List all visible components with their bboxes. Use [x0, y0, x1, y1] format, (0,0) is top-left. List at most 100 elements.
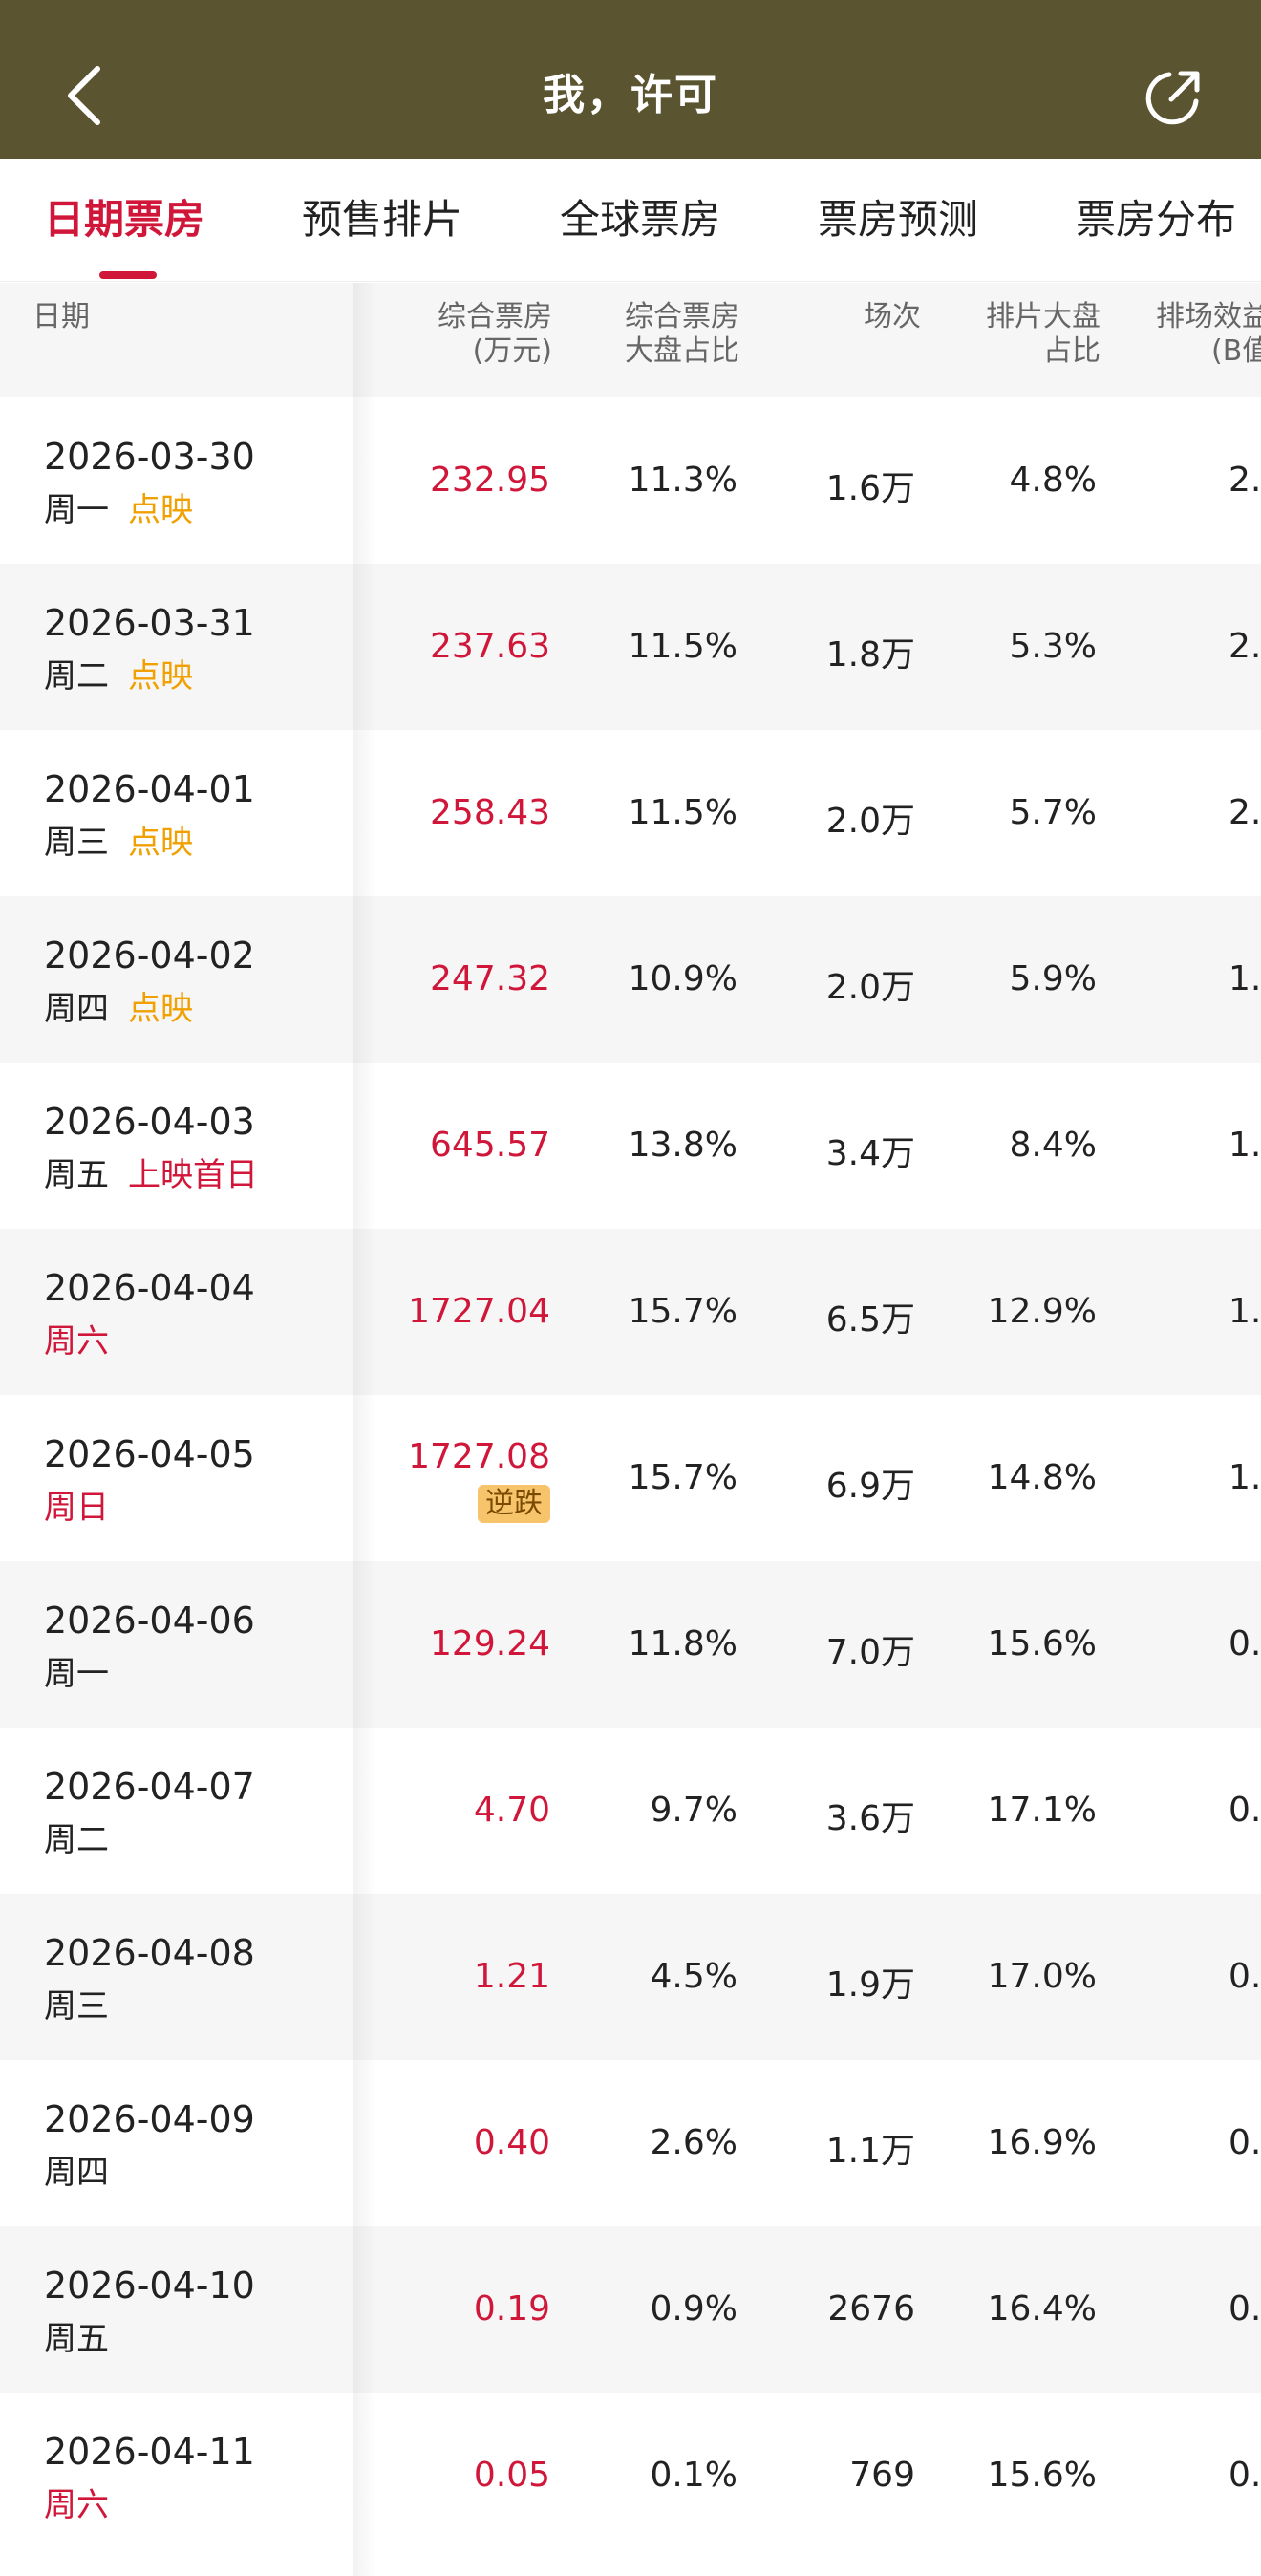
- row-sessions: 1.8万: [825, 635, 915, 675]
- header-date[interactable]: 日期: [32, 300, 90, 333]
- row-box-office: 1727.04: [408, 1292, 550, 1331]
- row-efficiency: 2.0: [1229, 793, 1261, 832]
- row-schedule-share: 5.9%: [1009, 959, 1097, 998]
- row-weekday: 周三: [44, 824, 109, 862]
- app-header: 我，许可: [0, 0, 1261, 159]
- row-efficiency: 0.0: [1229, 2456, 1261, 2495]
- row-efficiency: 2.: [1229, 461, 1261, 500]
- row-schedule-share: 15.6%: [987, 2456, 1097, 2495]
- table-row[interactable]: 2026-04-07 周二 4.70 9.7% 3.6万 17.1% 0.6: [0, 1728, 1261, 1894]
- row-release-tag: 点映: [128, 657, 193, 696]
- chevron-left-icon: [68, 66, 100, 125]
- row-market-share: 4.5%: [650, 1957, 737, 1996]
- row-weekday: 周六: [44, 2486, 109, 2524]
- row-box-office: 232.95: [430, 461, 550, 500]
- share-icon: [1145, 71, 1200, 125]
- row-sessions: 2676: [827, 2289, 915, 2329]
- tab-daily-box-office[interactable]: 日期票房: [44, 196, 205, 243]
- table-row[interactable]: 2026-04-10 周五 0.19 0.9% 2676 16.4% 0.: [0, 2226, 1261, 2393]
- row-date: 2026-04-06: [44, 1599, 255, 1642]
- table-row[interactable]: 2026-04-06 周一 129.24 11.8% 7.0万 15.6% 0.8: [0, 1561, 1261, 1728]
- row-market-share: 11.5%: [628, 627, 737, 666]
- active-tab-indicator: [99, 271, 157, 279]
- row-box-office: 0.05: [473, 2456, 550, 2495]
- row-schedule-share: 15.6%: [987, 1624, 1097, 1664]
- share-button[interactable]: [1144, 67, 1204, 126]
- row-sessions: 3.4万: [825, 1134, 915, 1173]
- tab-presale-schedule[interactable]: 预售排片: [302, 196, 463, 243]
- table-row[interactable]: 2026-04-08 周三 1.21 4.5% 1.9万 17.0% 0.: [0, 1894, 1261, 2060]
- row-efficiency: 1.: [1229, 1292, 1261, 1331]
- row-sessions: 3.6万: [825, 1799, 915, 1838]
- box-office-table[interactable]: 日期 综合票房 (万元) 综合票房 大盘占比 场次 排片大盘 占比 排场效益 (…: [0, 283, 1261, 2576]
- row-weekday: 周日: [44, 1489, 109, 1527]
- row-sessions: 6.5万: [825, 1300, 915, 1340]
- tab-global-box-office[interactable]: 全球票房: [560, 196, 721, 243]
- row-market-share: 2.6%: [650, 2123, 737, 2162]
- row-box-office: 258.43: [430, 793, 550, 832]
- row-sessions: 6.9万: [825, 1467, 915, 1506]
- header-schedule-share[interactable]: 排片大盘 占比: [986, 300, 1101, 368]
- row-schedule-share: 5.3%: [1009, 627, 1097, 666]
- table-row[interactable]: 2026-03-30 周一 点映 232.95 11.3% 1.6万 4.8% 2.: [0, 397, 1261, 564]
- table-header: 日期 综合票房 (万元) 综合票房 大盘占比 场次 排片大盘 占比 排场效益 (…: [0, 283, 1261, 397]
- header-efficiency[interactable]: 排场效益 (B值: [1156, 300, 1261, 368]
- row-date: 2026-04-03: [44, 1101, 255, 1143]
- row-market-share: 11.3%: [628, 461, 737, 500]
- row-schedule-share: 14.8%: [987, 1458, 1097, 1497]
- header-box-office[interactable]: 综合票房 (万元): [438, 300, 552, 368]
- row-sessions: 2.0万: [825, 968, 915, 1007]
- table-row[interactable]: 2026-04-11 周六 0.05 0.1% 769 15.6% 0.0: [0, 2393, 1261, 2559]
- back-button[interactable]: [55, 57, 113, 134]
- row-box-office: 247.32: [430, 959, 550, 998]
- row-date: 2026-04-09: [44, 2098, 255, 2140]
- row-box-office: 129.24: [430, 1624, 550, 1664]
- row-market-share: 0.9%: [650, 2289, 737, 2329]
- row-date: 2026-04-11: [44, 2431, 255, 2473]
- row-weekday: 周三: [44, 1987, 109, 2026]
- header-market-share[interactable]: 综合票房 大盘占比: [625, 300, 739, 368]
- row-market-share: 11.5%: [628, 793, 737, 832]
- table-row[interactable]: 2026-03-31 周二 点映 237.63 11.5% 1.8万 5.3% 2.: [0, 564, 1261, 730]
- row-date: 2026-04-02: [44, 934, 255, 977]
- row-box-office: 237.63: [430, 627, 550, 666]
- row-schedule-share: 8.4%: [1009, 1126, 1097, 1165]
- row-efficiency: 0.: [1229, 2123, 1261, 2162]
- row-schedule-share: 16.9%: [987, 2123, 1097, 2162]
- row-market-share: 0.1%: [650, 2456, 737, 2495]
- row-efficiency: 0.8: [1229, 1624, 1261, 1664]
- row-sessions: 1.9万: [825, 1965, 915, 2005]
- row-schedule-share: 5.7%: [1009, 793, 1097, 832]
- table-row[interactable]: 2026-04-05 周日 1727.08 逆跌 15.7% 6.9万 14.8% 1.: [0, 1395, 1261, 1561]
- row-efficiency: 0.6: [1229, 1791, 1261, 1830]
- row-schedule-share: 17.1%: [987, 1791, 1097, 1830]
- row-date: 2026-04-10: [44, 2265, 255, 2307]
- row-schedule-share: 12.9%: [987, 1292, 1097, 1331]
- row-release-tag: 点映: [128, 824, 193, 862]
- row-release-tag: 点映: [128, 990, 193, 1028]
- row-weekday: 周一: [44, 1655, 109, 1693]
- row-date: 2026-04-08: [44, 1932, 255, 1974]
- row-sessions: 1.6万: [825, 469, 915, 508]
- row-box-office: 1727.08: [408, 1437, 550, 1476]
- tab-box-office-distribution[interactable]: 票房分布: [1076, 196, 1237, 243]
- row-market-share: 15.7%: [628, 1458, 737, 1497]
- table-row[interactable]: 2026-04-04 周六 1727.04 15.7% 6.5万 12.9% 1.: [0, 1229, 1261, 1395]
- row-box-office: 0.40: [473, 2123, 550, 2162]
- row-weekday: 周二: [44, 657, 109, 696]
- row-efficiency: 0.: [1229, 1957, 1261, 1996]
- row-efficiency: 1.: [1229, 1458, 1261, 1497]
- row-schedule-share: 16.4%: [987, 2289, 1097, 2329]
- row-weekday: 周六: [44, 1322, 109, 1361]
- header-sessions[interactable]: 场次: [864, 300, 921, 333]
- row-market-share: 10.9%: [628, 959, 737, 998]
- tab-box-office-forecast[interactable]: 票房预测: [818, 196, 979, 243]
- row-weekday: 周一: [44, 491, 109, 529]
- table-row[interactable]: 2026-04-09 周四 0.40 2.6% 1.1万 16.9% 0.: [0, 2060, 1261, 2226]
- row-market-share: 15.7%: [628, 1292, 737, 1331]
- row-weekday: 周五: [44, 2320, 109, 2358]
- row-weekday: 周四: [44, 2154, 109, 2192]
